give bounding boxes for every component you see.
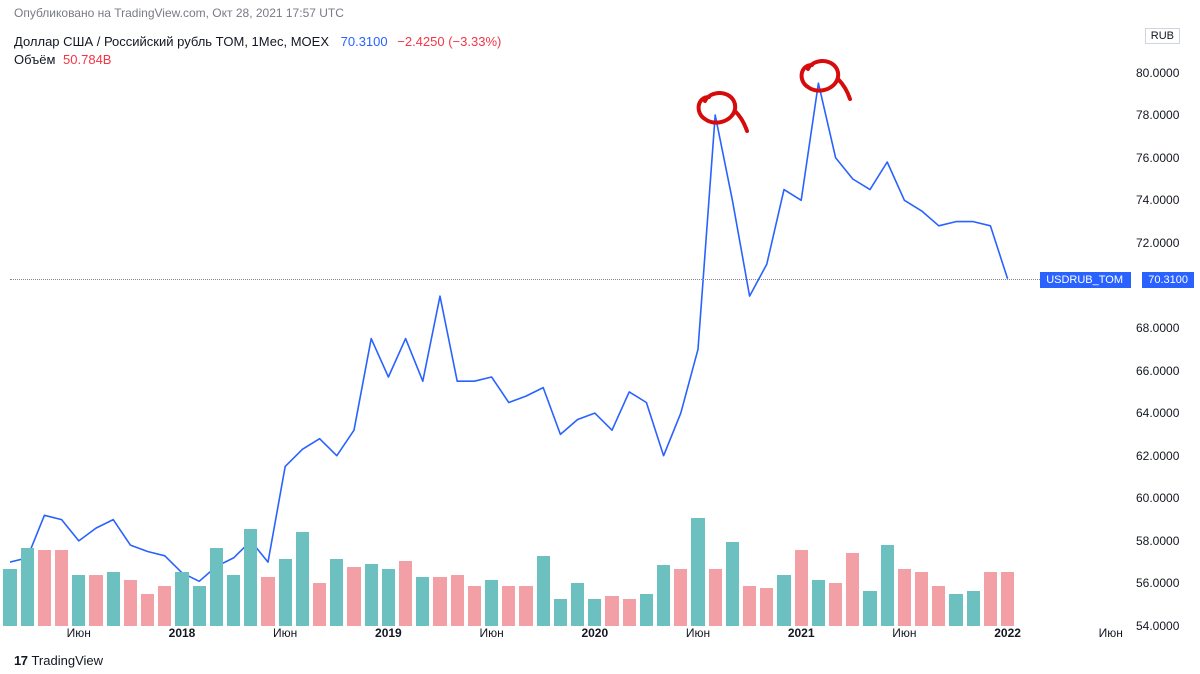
y-tick: 66.0000 xyxy=(1136,364,1179,378)
volume-bar xyxy=(881,545,894,626)
volume-bar xyxy=(674,569,687,626)
x-axis: Июн 2018 Июн 2019 Июн 2020 Июн 2021 Июн 2022 Июн xyxy=(10,626,1128,646)
volume-bar xyxy=(898,569,911,626)
volume-bar xyxy=(691,518,704,626)
volume-bar xyxy=(657,565,670,626)
volume-bar xyxy=(949,594,962,626)
volume-bar xyxy=(863,591,876,626)
y-tick: 62.0000 xyxy=(1136,449,1179,463)
volume-bar xyxy=(21,548,34,626)
volume-bar xyxy=(915,572,928,626)
x-tick: Июн xyxy=(892,626,916,640)
volume-bar xyxy=(244,529,257,626)
volume-bar xyxy=(227,575,240,626)
volume-bar xyxy=(175,572,188,626)
volume-bar xyxy=(279,559,292,627)
current-price-line: USDRUB_TOM 70.3100 xyxy=(10,279,1128,280)
volume-bar xyxy=(313,583,326,626)
volume-bar xyxy=(846,553,859,626)
volume-bar xyxy=(605,596,618,626)
volume-bar xyxy=(502,586,515,627)
volume-bar xyxy=(554,599,567,626)
volume-bar xyxy=(984,572,997,626)
y-tick: 58.0000 xyxy=(1136,534,1179,548)
brand-text: TradingView xyxy=(31,653,103,668)
volume-bar xyxy=(485,580,498,626)
volume-bar xyxy=(55,550,68,626)
volume-bar xyxy=(399,561,412,626)
x-tick: 2022 xyxy=(994,626,1021,640)
y-tick: 56.0000 xyxy=(1136,576,1179,590)
volume-bar xyxy=(193,586,206,627)
ticker-label: USDRUB_TOM xyxy=(1040,272,1131,288)
volume-bars xyxy=(10,491,1128,626)
volume-bar xyxy=(726,542,739,626)
volume-bar xyxy=(623,599,636,626)
x-tick: 2018 xyxy=(169,626,196,640)
volume-bar xyxy=(812,580,825,626)
y-tick: 54.0000 xyxy=(1136,619,1179,633)
chart-area[interactable]: USDRUB_TOM 70.3100 xyxy=(10,30,1128,626)
volume-bar xyxy=(296,532,309,627)
volume-bar xyxy=(124,580,137,626)
volume-bar xyxy=(932,586,945,627)
x-tick: 2021 xyxy=(788,626,815,640)
x-tick: Июн xyxy=(67,626,91,640)
publish-info: Опубликовано на TradingView.com, Окт 28,… xyxy=(14,6,344,20)
volume-bar xyxy=(777,575,790,626)
volume-bar xyxy=(72,575,85,626)
volume-bar xyxy=(640,594,653,626)
volume-bar xyxy=(141,594,154,626)
y-tick: 68.0000 xyxy=(1136,321,1179,335)
tradingview-logo-icon: 17 xyxy=(14,653,27,668)
volume-bar xyxy=(433,577,446,626)
volume-bar xyxy=(347,567,360,626)
y-tick: 78.0000 xyxy=(1136,108,1179,122)
volume-bar xyxy=(829,583,842,626)
volume-bar xyxy=(519,586,532,627)
y-axis: 54.000056.000058.000060.000062.000064.00… xyxy=(1130,30,1190,626)
x-tick: Июн xyxy=(686,626,710,640)
volume-bar xyxy=(451,575,464,626)
volume-bar xyxy=(89,575,102,626)
y-tick: 76.0000 xyxy=(1136,151,1179,165)
volume-bar xyxy=(468,586,481,627)
x-tick: Июн xyxy=(1099,626,1123,640)
volume-bar xyxy=(158,586,171,627)
volume-bar xyxy=(261,577,274,626)
volume-bar xyxy=(760,588,773,626)
footer-brand: 17 TradingView xyxy=(14,653,103,668)
x-tick: 2019 xyxy=(375,626,402,640)
volume-bar xyxy=(107,572,120,626)
y-tick: 74.0000 xyxy=(1136,193,1179,207)
x-tick: Июн xyxy=(479,626,503,640)
volume-bar xyxy=(330,559,343,627)
volume-bar xyxy=(3,569,16,626)
volume-bar xyxy=(588,599,601,626)
volume-bar xyxy=(382,569,395,626)
volume-bar xyxy=(416,577,429,626)
volume-bar xyxy=(795,550,808,626)
x-tick: Июн xyxy=(273,626,297,640)
volume-bar xyxy=(537,556,550,626)
x-tick: 2020 xyxy=(581,626,608,640)
volume-bar xyxy=(967,591,980,626)
y-tick: 72.0000 xyxy=(1136,236,1179,250)
volume-bar xyxy=(38,550,51,626)
volume-bar xyxy=(365,564,378,626)
volume-bar xyxy=(743,586,756,627)
volume-bar xyxy=(210,548,223,626)
volume-bar xyxy=(709,569,722,626)
y-tick: 60.0000 xyxy=(1136,491,1179,505)
y-tick: 64.0000 xyxy=(1136,406,1179,420)
volume-bar xyxy=(1001,572,1014,626)
y-tick: 80.0000 xyxy=(1136,66,1179,80)
volume-bar xyxy=(571,583,584,626)
